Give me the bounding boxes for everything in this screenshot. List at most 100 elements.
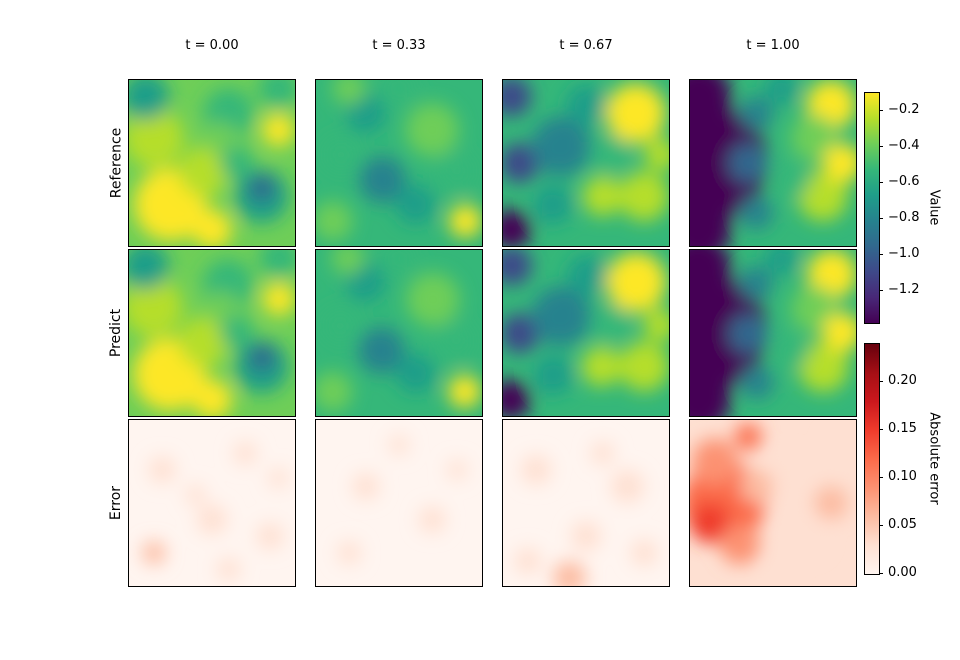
heatmap-blob <box>619 171 669 222</box>
heatmap-blob <box>503 379 531 416</box>
heatmap-blob <box>582 176 623 217</box>
heatmap-blob <box>129 108 184 168</box>
heatmap-blob <box>630 539 658 567</box>
heatmap-blob <box>822 143 856 183</box>
heatmap-blob <box>728 314 769 354</box>
heatmap-error-t3 <box>689 419 857 587</box>
heatmap-blob <box>337 541 361 565</box>
heatmap-blob <box>352 473 380 500</box>
heatmap-field <box>690 250 856 416</box>
heatmap-blob <box>773 453 807 487</box>
error-colorbar-tick-label: 0.05 <box>888 517 917 533</box>
heatmap-field <box>503 250 669 416</box>
heatmap-blob <box>256 522 284 550</box>
heatmap-blob <box>503 209 532 246</box>
heatmap-field <box>129 80 295 246</box>
heatmap-blob <box>448 204 482 238</box>
row-label-reference: Reference <box>108 127 124 199</box>
value-colorbar-tick-label: −1.0 <box>888 245 920 261</box>
heatmap-blob <box>220 146 254 180</box>
heatmap-blob <box>261 113 295 147</box>
heatmap-blob <box>552 561 586 586</box>
heatmap-blob <box>148 456 176 484</box>
heatmap-field <box>503 420 669 586</box>
heatmap-field <box>316 420 482 586</box>
heatmap-blob <box>643 308 669 342</box>
row-label-error: Error <box>108 485 124 521</box>
heatmap-blob <box>798 342 849 392</box>
heatmap-error-t2 <box>502 419 670 587</box>
heatmap-blob <box>590 134 631 175</box>
heatmap-blob <box>797 171 848 222</box>
heatmap-blob <box>740 365 774 399</box>
heatmap-blob <box>690 196 732 246</box>
heatmap-blob <box>220 315 254 349</box>
heatmap-blob <box>142 541 166 565</box>
heatmap-blob <box>503 80 532 117</box>
heatmap-blob <box>734 423 762 450</box>
value-colorbar-tick-label: −0.2 <box>888 101 920 117</box>
heatmap-blob <box>503 250 532 286</box>
heatmap-field <box>503 80 669 246</box>
heatmap-blob <box>769 159 810 200</box>
heatmap-blob <box>331 250 365 275</box>
error-colorbar-tick-label: 0.15 <box>888 421 917 437</box>
heatmap-blob <box>395 184 436 225</box>
heatmap-blob <box>258 80 295 109</box>
heatmap-blob <box>418 506 446 533</box>
heatmap-blob <box>259 250 295 278</box>
heatmap-blob <box>316 201 353 242</box>
heatmap-blob <box>320 134 361 175</box>
row-label-predict: Predict <box>108 308 125 358</box>
heatmap-blob <box>216 557 241 582</box>
heatmap-blob <box>533 355 574 395</box>
heatmap-blob <box>739 96 773 130</box>
heatmap-predict-t2 <box>502 249 670 417</box>
heatmap-blob <box>192 209 232 246</box>
heatmap-blob <box>786 516 827 557</box>
value-colorbar-tick-label: −0.8 <box>888 209 920 225</box>
heatmap-blob <box>768 556 795 583</box>
column-title-t3: t = 1.00 <box>746 38 800 53</box>
heatmap-blob <box>739 196 773 230</box>
heatmap-blob <box>531 286 592 347</box>
heatmap-reference-t1 <box>315 79 483 247</box>
heatmap-blob <box>581 346 622 387</box>
heatmap-blob <box>129 250 169 290</box>
heatmap-blob <box>822 312 856 352</box>
heatmap-blob <box>382 250 416 276</box>
heatmap-blob <box>764 80 798 105</box>
heatmap-blob <box>814 486 848 520</box>
heatmap-blob <box>358 327 405 374</box>
heatmap-blob <box>739 266 773 300</box>
heatmap-blob <box>690 503 730 543</box>
heatmap-blob <box>248 344 276 371</box>
heatmap-blob <box>233 441 257 465</box>
heatmap-blob <box>590 441 615 465</box>
heatmap-blob <box>719 524 760 565</box>
heatmap-field <box>129 420 295 586</box>
value-colorbar-label: Value <box>926 189 942 225</box>
heatmap-blob <box>566 84 606 125</box>
heatmap-blob <box>690 365 732 416</box>
heatmap-blob <box>382 80 416 105</box>
heatmap-blob <box>129 80 169 120</box>
heatmap-blob <box>610 469 645 503</box>
heatmap-blob <box>619 341 669 392</box>
heatmap-blob <box>405 103 459 157</box>
heatmap-blob <box>503 313 540 354</box>
heatmap-reference-t2 <box>502 79 670 247</box>
heatmap-blob <box>690 250 732 301</box>
heatmap-blob <box>728 143 769 183</box>
heatmap-field <box>316 250 482 416</box>
heatmap-predict-t3 <box>689 249 857 417</box>
column-title-t1: t = 0.33 <box>372 38 426 53</box>
heatmap-error-t1 <box>315 419 483 587</box>
heatmap-blob <box>531 116 591 177</box>
heatmap-blob <box>567 255 608 296</box>
heatmap-blob <box>514 547 542 575</box>
heatmap-reference-t0 <box>128 79 296 247</box>
column-title-t0: t = 0.00 <box>185 38 239 53</box>
heatmap-blob <box>826 431 853 459</box>
heatmap-blob <box>436 321 477 361</box>
